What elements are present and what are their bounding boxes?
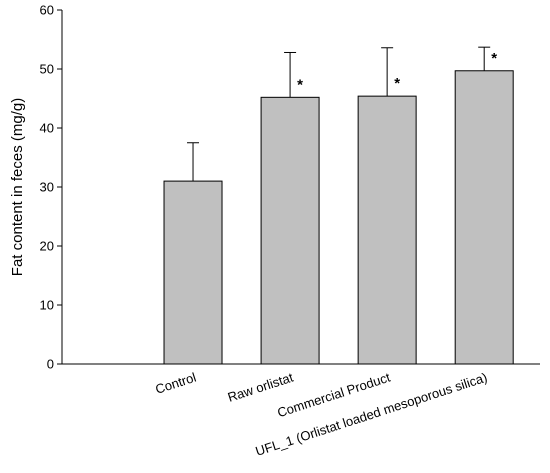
bar-3 (454, 70, 514, 365)
y-tick-label-40: 40 (40, 121, 54, 136)
y-axis-title: Fat content in feces (mg/g) (9, 98, 26, 276)
significance-label-2: * (394, 75, 400, 92)
y-tick-label-0: 0 (47, 357, 54, 372)
y-tick-label-10: 10 (40, 298, 54, 313)
bars: * * * (163, 46, 514, 365)
y-axis: 0 10 20 30 40 50 60 (40, 3, 63, 372)
bar-0 (163, 180, 223, 365)
x-category-label-1: Raw orlistat (226, 369, 296, 404)
significance-label-1: * (297, 76, 303, 93)
y-tick-label-60: 60 (40, 3, 54, 18)
x-category-label-0: Control (153, 370, 198, 397)
y-tick-label-30: 30 (40, 180, 54, 195)
significance-label-3: * (491, 50, 497, 67)
bar-2 (357, 95, 417, 365)
y-tick-label-50: 50 (40, 62, 54, 77)
bar-1 (260, 96, 320, 365)
y-tick-label-20: 20 (40, 239, 54, 254)
